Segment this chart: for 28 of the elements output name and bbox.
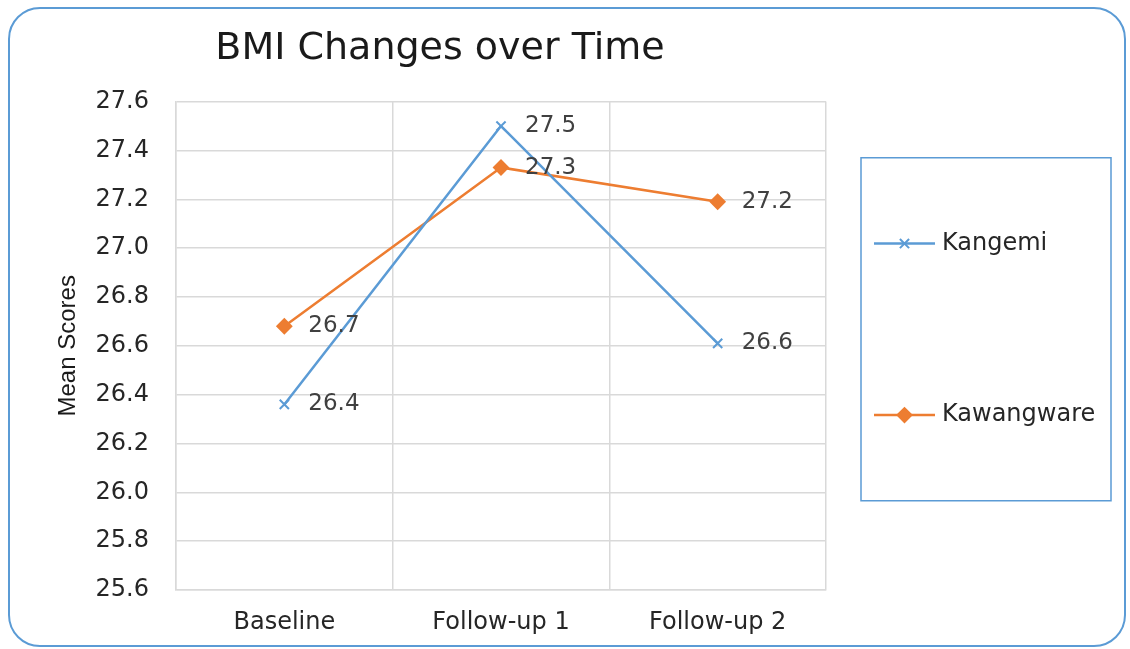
y-tick-label: 26.8	[95, 281, 149, 310]
y-tick-label: 26.4	[95, 378, 149, 407]
y-tick-label: 26.2	[95, 427, 149, 456]
y-tick-label: 25.6	[95, 574, 149, 603]
y-tick-label: 27.2	[95, 183, 149, 212]
data-label: 27.2	[741, 186, 793, 213]
data-label: 26.6	[741, 328, 793, 355]
y-tick-label: 26.6	[95, 330, 149, 359]
legend-label: Kawangware	[942, 399, 1096, 428]
x-tick-label: Follow-up 2	[649, 606, 787, 635]
x-tick-label: Follow-up 1	[432, 606, 570, 635]
chart-title: BMI Changes over Time	[215, 23, 665, 68]
point	[276, 318, 293, 335]
y-axis-title: Mean Scores	[53, 275, 81, 417]
y-tick-label: 27.4	[95, 134, 149, 163]
data-label: 27.5	[525, 110, 577, 137]
y-tick-label: 27.6	[95, 85, 149, 114]
data-label: 26.4	[308, 389, 360, 416]
x-tick-label: Baseline	[233, 606, 336, 635]
point	[278, 398, 290, 410]
y-tick-label: 26.0	[95, 476, 149, 505]
point	[495, 120, 507, 132]
point	[709, 193, 726, 210]
legend-label: Kangemi	[942, 227, 1048, 256]
y-tick-label: 25.8	[95, 525, 149, 554]
y-tick-label: 27.0	[95, 232, 149, 261]
point	[493, 159, 509, 176]
point	[712, 337, 724, 349]
